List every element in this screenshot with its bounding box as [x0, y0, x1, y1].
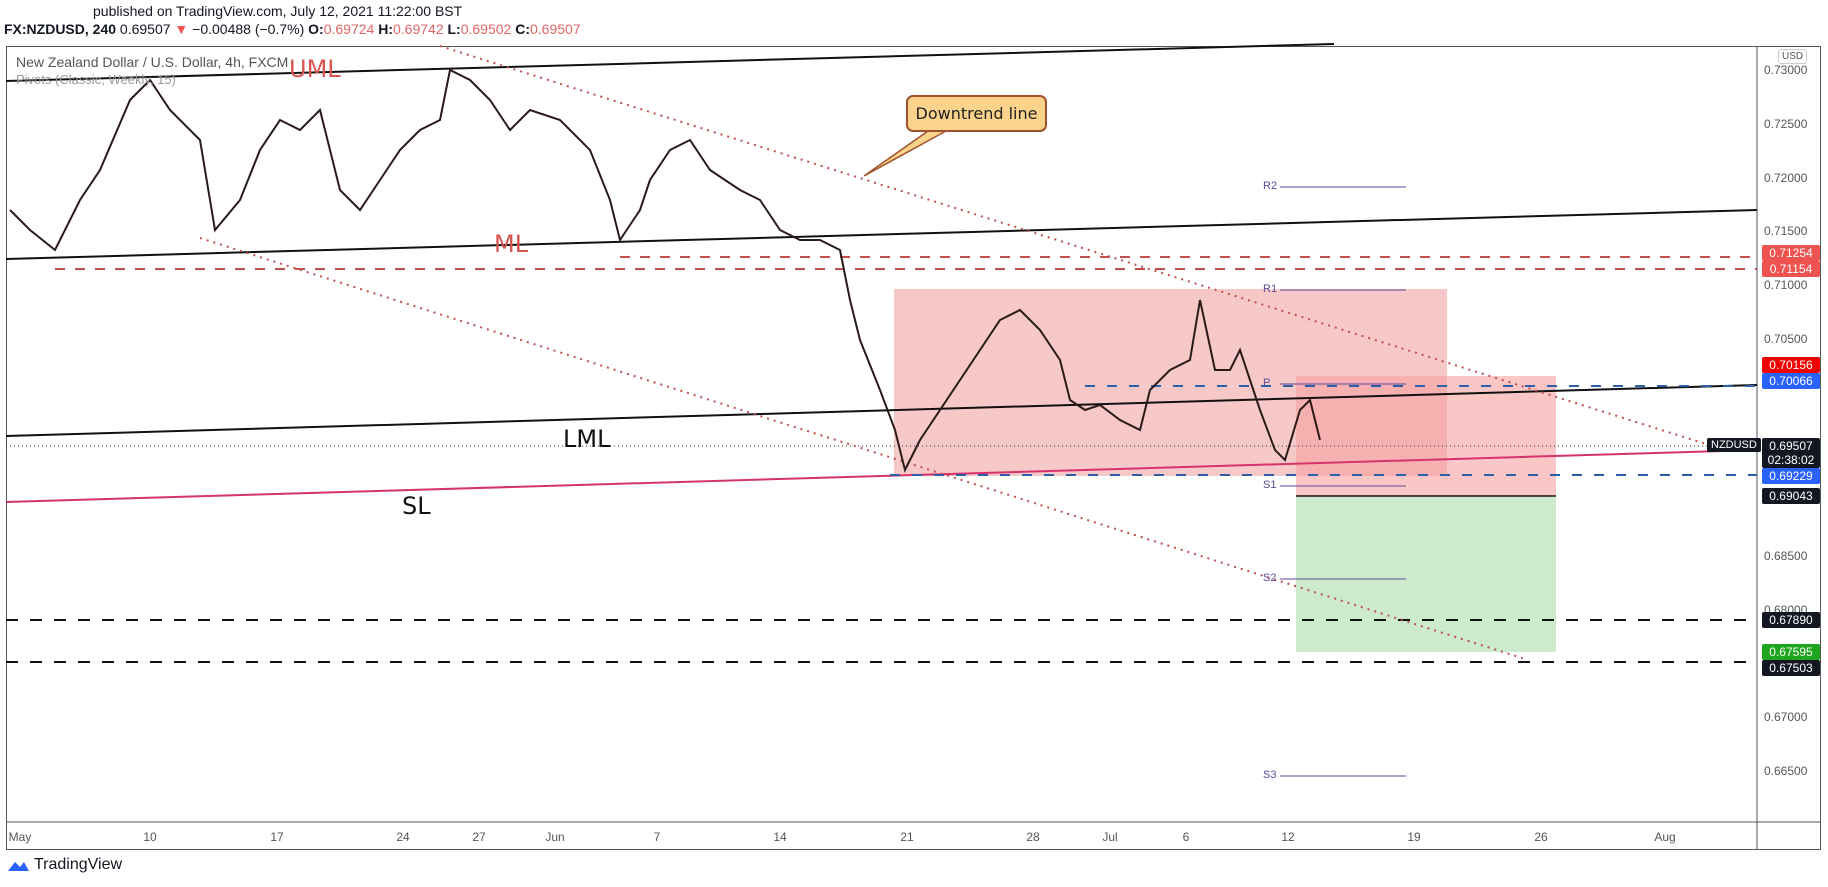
price-label-red: 0.71154 — [1762, 261, 1820, 277]
pivot-p-label: P — [1263, 377, 1271, 389]
time-tick: 19 — [1407, 830, 1421, 844]
low-label: L: — [447, 21, 461, 37]
time-tick: 28 — [1026, 830, 1040, 844]
price-tick: 0.66500 — [1764, 764, 1808, 778]
last-price: 0.69507 — [119, 21, 171, 37]
tradingview-logo[interactable]: TradingView — [6, 856, 122, 874]
close-value: 0.69507 — [530, 21, 581, 37]
chart-legend-title: New Zealand Dollar / U.S. Dollar, 4h, FX… — [16, 54, 289, 70]
price-label-blue: 0.69229 — [1762, 468, 1820, 484]
price-label-target: 0.67595 — [1762, 644, 1820, 660]
price-tick: 0.70500 — [1764, 332, 1808, 346]
price-change: −0.00488 (−0.7%) — [192, 21, 305, 37]
time-tick: 6 — [1182, 830, 1190, 844]
target-zone — [1296, 497, 1556, 652]
bar-countdown: 02:38:02 — [1762, 452, 1820, 468]
lml-label: LML — [563, 425, 611, 453]
chart-frame[interactable] — [6, 46, 1821, 850]
chart-legend-indicator: Pivots (Classic, Weekly, 15) — [16, 72, 176, 87]
time-tick: 7 — [653, 830, 661, 844]
time-tick: Aug — [1654, 830, 1676, 844]
price-tick: 0.72500 — [1764, 117, 1808, 131]
pivot-s3-label: S3 — [1263, 769, 1277, 781]
open-value: 0.69724 — [323, 21, 375, 37]
downtrend-callout[interactable]: Downtrend line — [906, 95, 1047, 132]
price-tick: 0.71500 — [1764, 224, 1808, 238]
time-tick: 14 — [773, 830, 787, 844]
close-label: C: — [515, 21, 530, 37]
price-tick: 0.72000 — [1764, 171, 1808, 185]
pivot-r2-label: R2 — [1263, 180, 1278, 192]
low-value: 0.69502 — [460, 21, 512, 37]
time-tick: 17 — [270, 830, 284, 844]
time-tick: 27 — [472, 830, 486, 844]
symbol-name: FX:NZDUSD, 240 — [4, 21, 117, 37]
time-tick: 24 — [396, 830, 410, 844]
down-arrow-icon: ▼ — [174, 21, 189, 37]
time-tick: 12 — [1281, 830, 1295, 844]
uml-label: UML — [289, 55, 341, 83]
price-tick: 0.71000 — [1764, 278, 1808, 292]
price-tick: 0.73000 — [1764, 63, 1808, 77]
price-label-black: 0.67503 — [1762, 660, 1820, 676]
price-tick: 0.68500 — [1764, 549, 1808, 563]
price-label-stop: 0.70156 — [1762, 357, 1820, 373]
price-tick: 0.67000 — [1764, 710, 1808, 724]
time-tick: May — [8, 830, 32, 844]
sl-label: SL — [402, 492, 431, 520]
pivot-s1-label: S1 — [1263, 479, 1277, 491]
time-tick: Jul — [1102, 830, 1118, 844]
time-tick: 21 — [900, 830, 914, 844]
price-label-black: 0.67890 — [1762, 612, 1820, 628]
price-label-red: 0.71254 — [1762, 245, 1820, 261]
high-label: H: — [378, 21, 393, 37]
logo-text: TradingView — [34, 856, 123, 873]
symbol-tag: NZDUSD — [1707, 438, 1761, 452]
open-label: O: — [308, 21, 324, 37]
currency-badge[interactable]: USD — [1778, 49, 1808, 64]
price-label-entry: 0.69043 — [1762, 488, 1820, 504]
ml-label: ML — [494, 230, 529, 258]
price-label-last: 0.69507 — [1762, 438, 1820, 454]
time-tick: Jun — [545, 830, 565, 844]
time-tick: 10 — [143, 830, 157, 844]
tradingview-cloud-icon — [8, 862, 29, 871]
symbol-info-line: FX:NZDUSD, 240 0.69507 ▼ −0.00488 (−0.7%… — [4, 21, 581, 37]
pivot-s2-label: S2 — [1263, 572, 1277, 584]
time-tick: 26 — [1534, 830, 1548, 844]
high-value: 0.69742 — [393, 21, 444, 37]
pivot-r1-label: R1 — [1263, 283, 1278, 295]
published-caption: published on TradingView.com, July 12, 2… — [93, 3, 463, 19]
price-label-blue: 0.70066 — [1762, 373, 1820, 389]
